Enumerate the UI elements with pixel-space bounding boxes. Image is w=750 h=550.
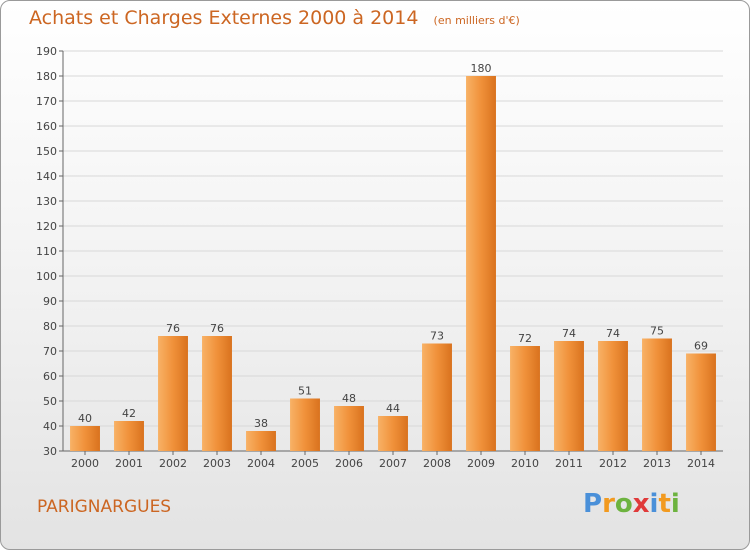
title-row: Achats et Charges Externes 2000 à 2014 (… <box>29 7 520 29</box>
chart-title: Achats et Charges Externes 2000 à 2014 <box>29 7 419 29</box>
y-tick-label: 160 <box>36 120 57 133</box>
x-tick-label: 2004 <box>247 457 275 470</box>
bar <box>598 341 628 451</box>
data-label: 69 <box>694 340 708 353</box>
logo-letter: i <box>670 489 680 519</box>
logo-letter: t <box>658 489 671 519</box>
data-label: 74 <box>606 327 620 340</box>
bar <box>510 346 540 451</box>
bar <box>378 416 408 451</box>
x-tick-label: 2002 <box>159 457 187 470</box>
data-label: 72 <box>518 332 532 345</box>
x-tick-label: 2014 <box>687 457 715 470</box>
y-tick-label: 90 <box>43 295 57 308</box>
x-tick-label: 2009 <box>467 457 495 470</box>
y-tick-label: 130 <box>36 195 57 208</box>
y-tick-label: 190 <box>36 45 57 58</box>
data-label: 51 <box>298 385 312 398</box>
data-label: 38 <box>254 417 268 430</box>
logo-letter: r <box>602 489 615 519</box>
chart-subtitle: (en milliers d'€) <box>433 14 520 27</box>
bar <box>202 336 232 451</box>
data-label: 44 <box>386 402 400 415</box>
bar <box>246 431 276 451</box>
axes: 30 40 50 60 70 80 90 100 110 120 130 140 150 160 170 18… <box>36 45 723 470</box>
commune-name: PARIGNARGUES <box>37 497 172 517</box>
y-tick-label: 50 <box>43 395 57 408</box>
bar <box>70 426 100 451</box>
bar <box>554 341 584 451</box>
y-tick-label: 140 <box>36 170 57 183</box>
bar <box>290 398 320 451</box>
x-tick-label: 2001 <box>115 457 143 470</box>
y-tick-label: 110 <box>36 245 57 258</box>
y-tick-label: 150 <box>36 145 57 158</box>
data-label: 73 <box>430 330 444 343</box>
logo-letter: i <box>649 489 659 519</box>
x-tick-label: 2005 <box>291 457 319 470</box>
data-label: 48 <box>342 392 356 405</box>
proxiti-logo[interactable]: Proxiti <box>583 489 680 519</box>
data-label: 42 <box>122 407 136 420</box>
data-label: 75 <box>650 325 664 338</box>
data-label: 74 <box>562 327 576 340</box>
bar <box>466 76 496 451</box>
y-tick-label: 100 <box>36 270 57 283</box>
bar <box>114 421 144 451</box>
x-tick-label: 2010 <box>511 457 539 470</box>
y-tick-label: 180 <box>36 70 57 83</box>
bar <box>686 353 716 451</box>
data-label: 76 <box>210 322 224 335</box>
bar <box>158 336 188 451</box>
data-label: 40 <box>78 412 92 425</box>
bar <box>334 406 364 451</box>
bar <box>642 338 672 451</box>
x-tick-label: 2008 <box>423 457 451 470</box>
y-tick-label: 170 <box>36 95 57 108</box>
x-tick-label: 2012 <box>599 457 627 470</box>
x-tick-label: 2007 <box>379 457 407 470</box>
bar <box>422 343 452 451</box>
y-tick-label: 120 <box>36 220 57 233</box>
x-tick-label: 2006 <box>335 457 363 470</box>
data-label: 76 <box>166 322 180 335</box>
y-tick-label: 30 <box>43 445 57 458</box>
logo-letter: x <box>632 489 650 519</box>
x-tick-label: 2011 <box>555 457 583 470</box>
x-tick-label: 2003 <box>203 457 231 470</box>
data-label: 180 <box>471 62 492 75</box>
x-tick-label: 2000 <box>71 457 99 470</box>
y-tick-label: 60 <box>43 370 57 383</box>
bars <box>70 76 716 451</box>
y-tick-label: 70 <box>43 345 57 358</box>
y-tick-label: 40 <box>43 420 57 433</box>
logo-letter: P <box>583 489 603 519</box>
logo-letter: o <box>614 489 633 519</box>
y-tick-label: 80 <box>43 320 57 333</box>
x-tick-label: 2013 <box>643 457 671 470</box>
labels: 40 42 76 76 38 51 48 44 73 180 72 74 74 75 69 <box>78 62 708 430</box>
